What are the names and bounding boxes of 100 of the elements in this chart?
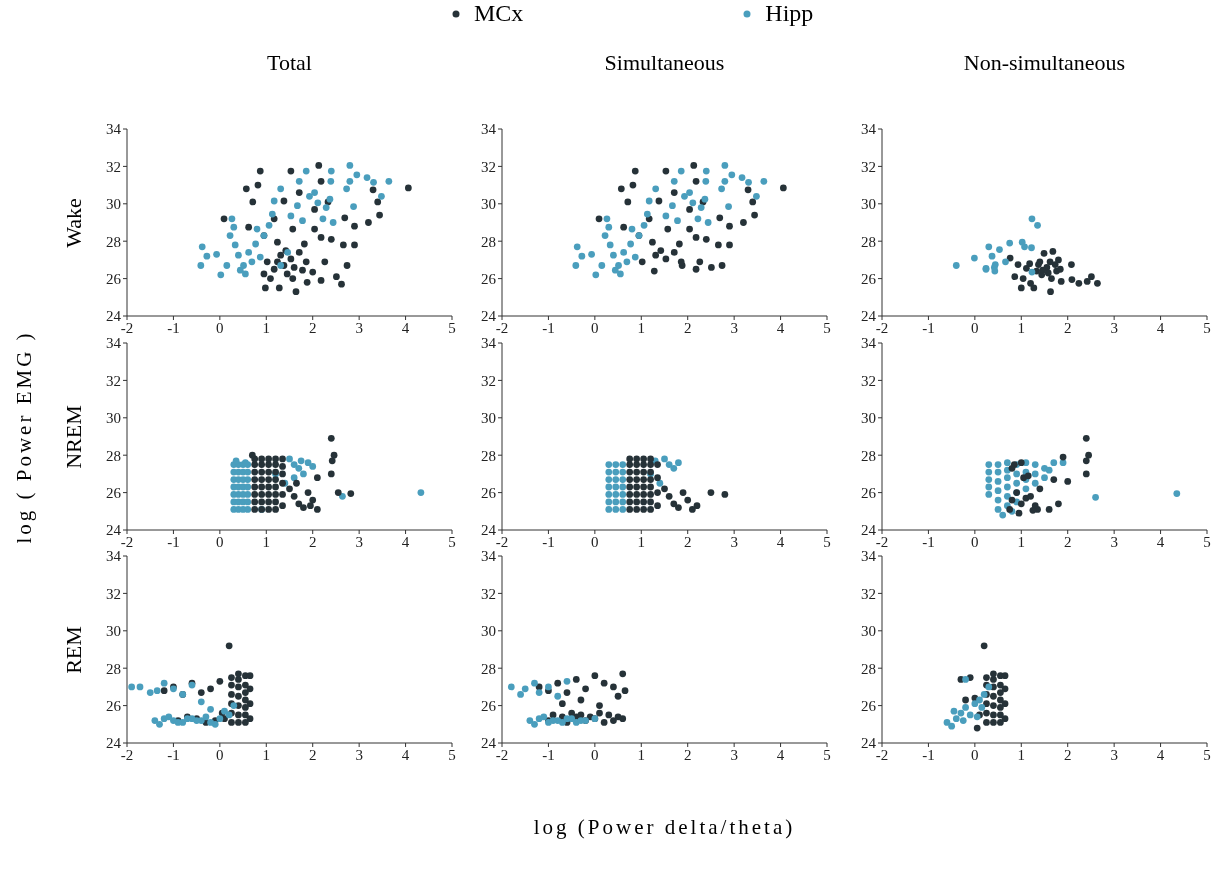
y-tick-label: 34: [481, 121, 497, 138]
x-tick-label: 2: [683, 533, 692, 550]
y-tick-label: 32: [106, 585, 121, 602]
y-tick-label: 34: [106, 548, 122, 565]
x-tick-label: 4: [1156, 319, 1165, 336]
y-tick-label: 30: [481, 196, 496, 213]
x-tick-label: 4: [776, 746, 785, 763]
x-tick-label: 2: [308, 746, 317, 763]
y-tick-label: 30: [106, 410, 121, 427]
y-tick-label: 28: [481, 447, 496, 464]
y-tick-label: 28: [481, 233, 496, 250]
x-tick-label: -2: [495, 319, 509, 336]
x-tick-label: 3: [730, 533, 738, 550]
x-tick-label: 0: [216, 319, 224, 336]
text: log ( Power EMG ): [11, 328, 37, 546]
x-tick-label: 4: [1156, 746, 1165, 763]
y-axis-title: NREM: [61, 404, 86, 469]
x-tick-label: 5: [823, 746, 831, 763]
y-axis-title: REM: [61, 625, 86, 674]
y-tick-label: 32: [481, 158, 496, 175]
y-tick-label: 34: [861, 548, 877, 565]
x-tick-label: 5: [823, 533, 831, 550]
y-tick-label: 30: [481, 410, 496, 427]
x-tick-label: 2: [683, 746, 692, 763]
x-tick-label: 2: [1063, 746, 1072, 763]
y-tick-label: 30: [106, 623, 121, 640]
x-tick-label: 3: [1110, 746, 1118, 763]
y-tick-label: 26: [481, 270, 497, 287]
x-tick-label: -2: [120, 746, 134, 763]
y-tick-label: 24: [861, 522, 877, 539]
x-tick-label: 5: [1203, 533, 1211, 550]
x-tick-label: 1: [637, 533, 646, 550]
chart-title: Non-simultaneous: [962, 49, 1127, 77]
x-tick-label: 3: [355, 533, 363, 550]
y-tick-label: 24: [481, 308, 497, 325]
x-tick-label: 3: [355, 319, 363, 336]
x-tick-label: -2: [120, 319, 134, 336]
x-tick-label: 3: [355, 746, 363, 763]
y-tick-label: 28: [106, 447, 121, 464]
y-tick-label: 34: [861, 335, 877, 352]
legend-label: MCx: [474, 0, 524, 27]
x-tick-label: 5: [1203, 319, 1211, 336]
y-tick-label: 28: [861, 660, 876, 677]
y-tick-label: 32: [106, 372, 121, 389]
y-tick-label: 26: [481, 484, 497, 501]
x-tick-label: -2: [495, 746, 509, 763]
y-tick-label: 28: [861, 233, 876, 250]
y-tick-label: 24: [861, 308, 877, 325]
x-tick-label: -1: [167, 319, 180, 336]
y-tick-label: 34: [481, 548, 497, 565]
y-tick-label: 30: [106, 196, 121, 213]
x-tick-label: -2: [875, 746, 889, 763]
y-tick-label: 26: [861, 270, 877, 287]
x-tick-label: 5: [448, 746, 456, 763]
x-tick-label: 4: [1156, 533, 1165, 550]
y-axis-title: Wake: [61, 197, 86, 248]
x-tick-label: 4: [776, 533, 785, 550]
y-tick-label: 28: [106, 233, 121, 250]
y-tick-label: 32: [861, 372, 876, 389]
x-tick-label: -1: [167, 533, 180, 550]
y-tick-label: 32: [481, 372, 496, 389]
x-tick-label: 1: [1017, 319, 1026, 336]
x-tick-label: 4: [401, 533, 410, 550]
x-tick-label: 2: [1063, 533, 1072, 550]
y-tick-label: 24: [106, 308, 122, 325]
y-tick-label: 26: [861, 484, 877, 501]
x-tick-label: 3: [1110, 533, 1118, 550]
x-tick-label: 4: [776, 319, 785, 336]
y-tick-label: 26: [106, 484, 122, 501]
x-tick-label: -2: [120, 533, 134, 550]
x-tick-label: 4: [401, 319, 410, 336]
y-tick-label: 34: [481, 335, 497, 352]
y-tick-label: 32: [106, 158, 121, 175]
x-tick-label: 1: [262, 319, 271, 336]
y-tick-label: 26: [481, 697, 497, 714]
x-tick-label: 1: [262, 746, 271, 763]
x-tick-label: -1: [922, 319, 935, 336]
x-tick-label: -2: [875, 319, 889, 336]
x-tick-label: 0: [971, 746, 979, 763]
x-tick-label: -1: [922, 533, 935, 550]
x-tick-label: 5: [823, 319, 831, 336]
y-tick-label: 28: [481, 660, 496, 677]
y-tick-label: 24: [481, 522, 497, 539]
x-tick-label: 0: [591, 533, 599, 550]
x-tick-label: 0: [971, 533, 979, 550]
x-tick-label: -1: [542, 319, 555, 336]
x-tick-label: -2: [875, 533, 889, 550]
x-tick-label: -1: [542, 746, 555, 763]
x-tick-label: 1: [1017, 533, 1026, 550]
x-tick-label: 2: [1063, 319, 1072, 336]
x-tick-label: 1: [637, 319, 646, 336]
x-tick-label: -1: [922, 746, 935, 763]
x-tick-label: 1: [262, 533, 271, 550]
y-tick-label: 30: [861, 410, 876, 427]
y-tick-label: 28: [861, 447, 876, 464]
x-tick-label: 0: [591, 319, 599, 336]
x-tick-label: 5: [448, 319, 456, 336]
y-tick-label: 24: [106, 522, 122, 539]
x-tick-label: 1: [1017, 746, 1026, 763]
x-tick-label: 1: [637, 746, 646, 763]
